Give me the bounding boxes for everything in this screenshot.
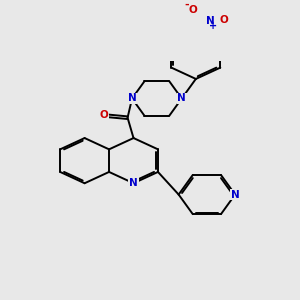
Text: +: + [209, 21, 217, 31]
Text: N: N [231, 190, 239, 200]
Text: -: - [184, 0, 189, 10]
Text: N: N [206, 16, 214, 26]
Text: N: N [129, 178, 138, 188]
Text: O: O [220, 15, 229, 25]
Text: O: O [189, 5, 197, 15]
Text: N: N [177, 94, 186, 103]
Text: N: N [128, 94, 136, 103]
Text: O: O [99, 110, 108, 120]
